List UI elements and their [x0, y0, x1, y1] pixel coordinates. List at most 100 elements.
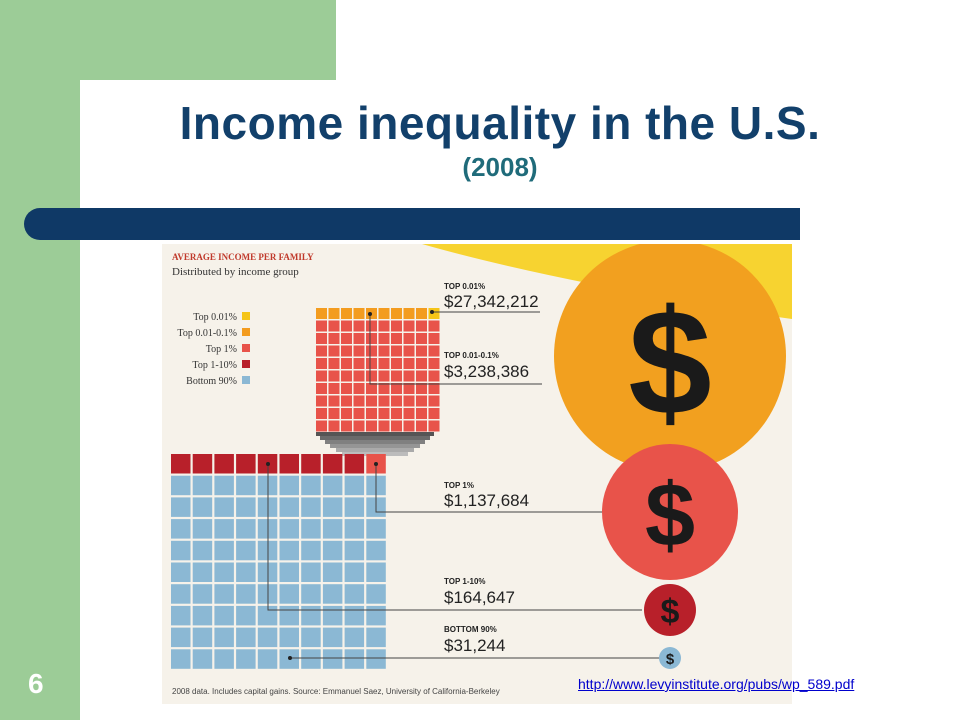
- grid-square: [279, 540, 299, 561]
- grid-square: [366, 320, 377, 332]
- slide-title: Income inequality in the U.S.: [179, 97, 821, 149]
- legend-label: Top 1%: [206, 344, 237, 355]
- grid-square: [416, 320, 427, 332]
- grid-square: [257, 649, 278, 669]
- grid-square: [391, 383, 402, 394]
- group-label-top-1: TOP 1%: [444, 481, 474, 490]
- grid-square: [301, 562, 321, 582]
- grid-square: [378, 345, 390, 357]
- grid-square: [341, 358, 352, 369]
- grid-square: [328, 320, 340, 332]
- grid-square: [403, 358, 415, 369]
- all-families-grid: [171, 454, 386, 669]
- coin-top-1-10: $: [644, 584, 696, 636]
- grid-square: [416, 333, 427, 344]
- grid-square: [366, 540, 386, 561]
- grid-square: [353, 395, 365, 407]
- grid-square: [403, 395, 415, 407]
- grid-square: [344, 497, 365, 517]
- grid-square: [353, 420, 365, 432]
- grid-square: [316, 320, 327, 332]
- grid-square: [316, 358, 327, 369]
- grid-square: [428, 345, 440, 357]
- grid-square: [301, 475, 321, 496]
- grid-square: [279, 454, 299, 474]
- grid-square: [171, 519, 191, 539]
- grid-square: [301, 627, 321, 648]
- grid-square: [328, 383, 340, 394]
- grid-square: [301, 584, 321, 604]
- grid-square: [322, 584, 343, 604]
- grid-square: [328, 358, 340, 369]
- group-label-top-001-01: TOP 0.01-0.1%: [444, 351, 499, 360]
- grid-square: [316, 383, 327, 394]
- grid-square: [416, 308, 427, 319]
- grid-square: [341, 333, 352, 344]
- grid-square: [301, 497, 321, 517]
- grid-square: [416, 408, 427, 419]
- grid-square: [391, 345, 402, 357]
- grid-square: [316, 370, 327, 382]
- coin-top-1: $: [602, 444, 738, 580]
- grid-square: [391, 358, 402, 369]
- dollar-icon: $: [628, 278, 711, 446]
- source-link[interactable]: http://www.levyinstitute.org/pubs/wp_589…: [578, 676, 855, 692]
- group-label-top-1-10: TOP 1-10%: [444, 577, 486, 586]
- grid-square: [257, 627, 278, 648]
- grid-square: [353, 308, 365, 319]
- grid-square: [353, 345, 365, 357]
- grid-square: [236, 475, 256, 496]
- grid-square: [236, 562, 256, 582]
- grid-square: [341, 395, 352, 407]
- grid-square: [214, 584, 234, 604]
- top-green-block: [0, 0, 336, 80]
- coin-circle: [659, 647, 681, 669]
- grid-square: [403, 308, 415, 319]
- grid-square: [366, 584, 386, 604]
- top-one-percent-grid: [316, 308, 440, 432]
- grid-square: [403, 345, 415, 357]
- grid-square: [301, 540, 321, 561]
- grid-square: [322, 540, 343, 561]
- group-value-bottom-90: $31,244: [444, 636, 505, 655]
- grid-square: [341, 408, 352, 419]
- dollar-icon: $: [666, 651, 675, 668]
- grid-square: [322, 649, 343, 669]
- grid-square: [428, 358, 440, 369]
- grid-square: [344, 519, 365, 539]
- grid-square: [378, 420, 390, 432]
- grid-square: [214, 475, 234, 496]
- grid-square: [236, 497, 256, 517]
- infographic-footnote: 2008 data. Includes capital gains. Sourc…: [172, 687, 500, 696]
- grid-square: [328, 408, 340, 419]
- grid-square: [171, 584, 191, 604]
- grid-square: [171, 627, 191, 648]
- grid-square: [322, 454, 343, 474]
- grid-square: [403, 320, 415, 332]
- grid-square: [192, 605, 213, 626]
- grid-square: [416, 345, 427, 357]
- grid-square: [366, 562, 386, 582]
- grid-square: [391, 395, 402, 407]
- grid-square: [378, 320, 390, 332]
- grid-square: [341, 370, 352, 382]
- grid-square: [328, 395, 340, 407]
- grid-square: [236, 649, 256, 669]
- grid-square: [366, 605, 386, 626]
- grid-square: [192, 475, 213, 496]
- grid-square: [366, 345, 377, 357]
- grid-square: [316, 333, 327, 344]
- grid-square: [353, 320, 365, 332]
- grid-square: [214, 562, 234, 582]
- coin-circle: [644, 584, 696, 636]
- grid-square: [192, 540, 213, 561]
- grid-square: [403, 383, 415, 394]
- funnel-shape: [316, 432, 434, 456]
- grid-square: [378, 383, 390, 394]
- grid-square: [171, 475, 191, 496]
- grid-square: [316, 420, 327, 432]
- grid-square: [416, 370, 427, 382]
- legend-label: Top 0.01-0.1%: [177, 328, 237, 339]
- grid-square: [341, 320, 352, 332]
- grid-square: [328, 345, 340, 357]
